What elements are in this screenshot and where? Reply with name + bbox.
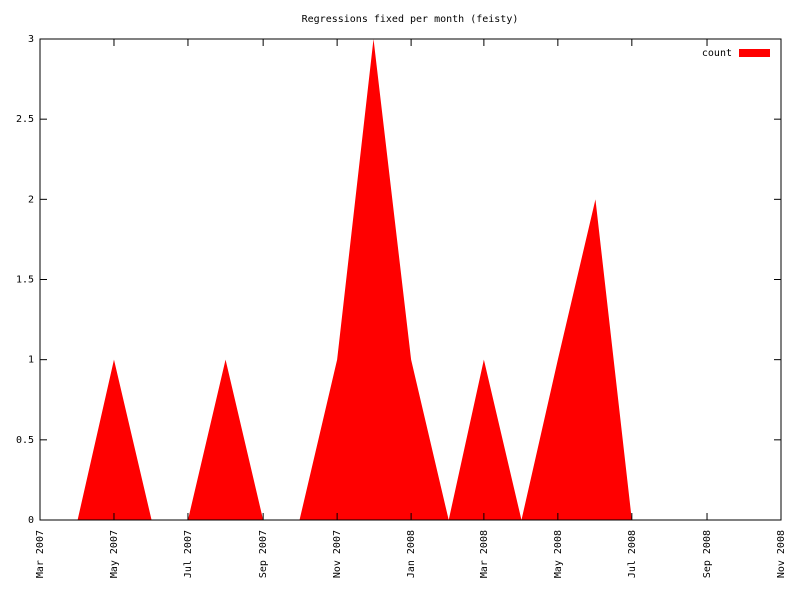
x-tick-label: Jul 2007: [183, 530, 194, 578]
legend-label: count: [702, 48, 732, 59]
y-tick-label: 3: [28, 34, 34, 45]
area: [77, 39, 632, 520]
y-tick-label: 0.5: [16, 435, 34, 446]
x-tick-label: Nov 2008: [776, 530, 787, 578]
x-tick-label: May 2008: [553, 530, 564, 578]
x-tick-label: Nov 2007: [332, 530, 343, 578]
legend-swatch: [739, 49, 770, 57]
x-tick-label: Jul 2008: [627, 530, 638, 578]
x-tick-label: Sep 2008: [702, 530, 713, 578]
x-tick-label: Jan 2008: [406, 530, 417, 578]
y-tick-label: 0: [28, 515, 34, 526]
x-tick-label: May 2007: [109, 530, 120, 578]
y-tick-label: 2.5: [16, 114, 34, 125]
y-tick-label: 1: [28, 355, 34, 366]
x-tick-label: Sep 2007: [258, 530, 269, 578]
x-tick-label: Mar 2007: [35, 530, 46, 578]
x-tick-label: Mar 2008: [479, 530, 490, 578]
y-tick-label: 2: [28, 194, 34, 205]
y-tick-label: 1.5: [16, 275, 34, 286]
chart-title: Regressions fixed per month (feisty): [302, 14, 519, 25]
